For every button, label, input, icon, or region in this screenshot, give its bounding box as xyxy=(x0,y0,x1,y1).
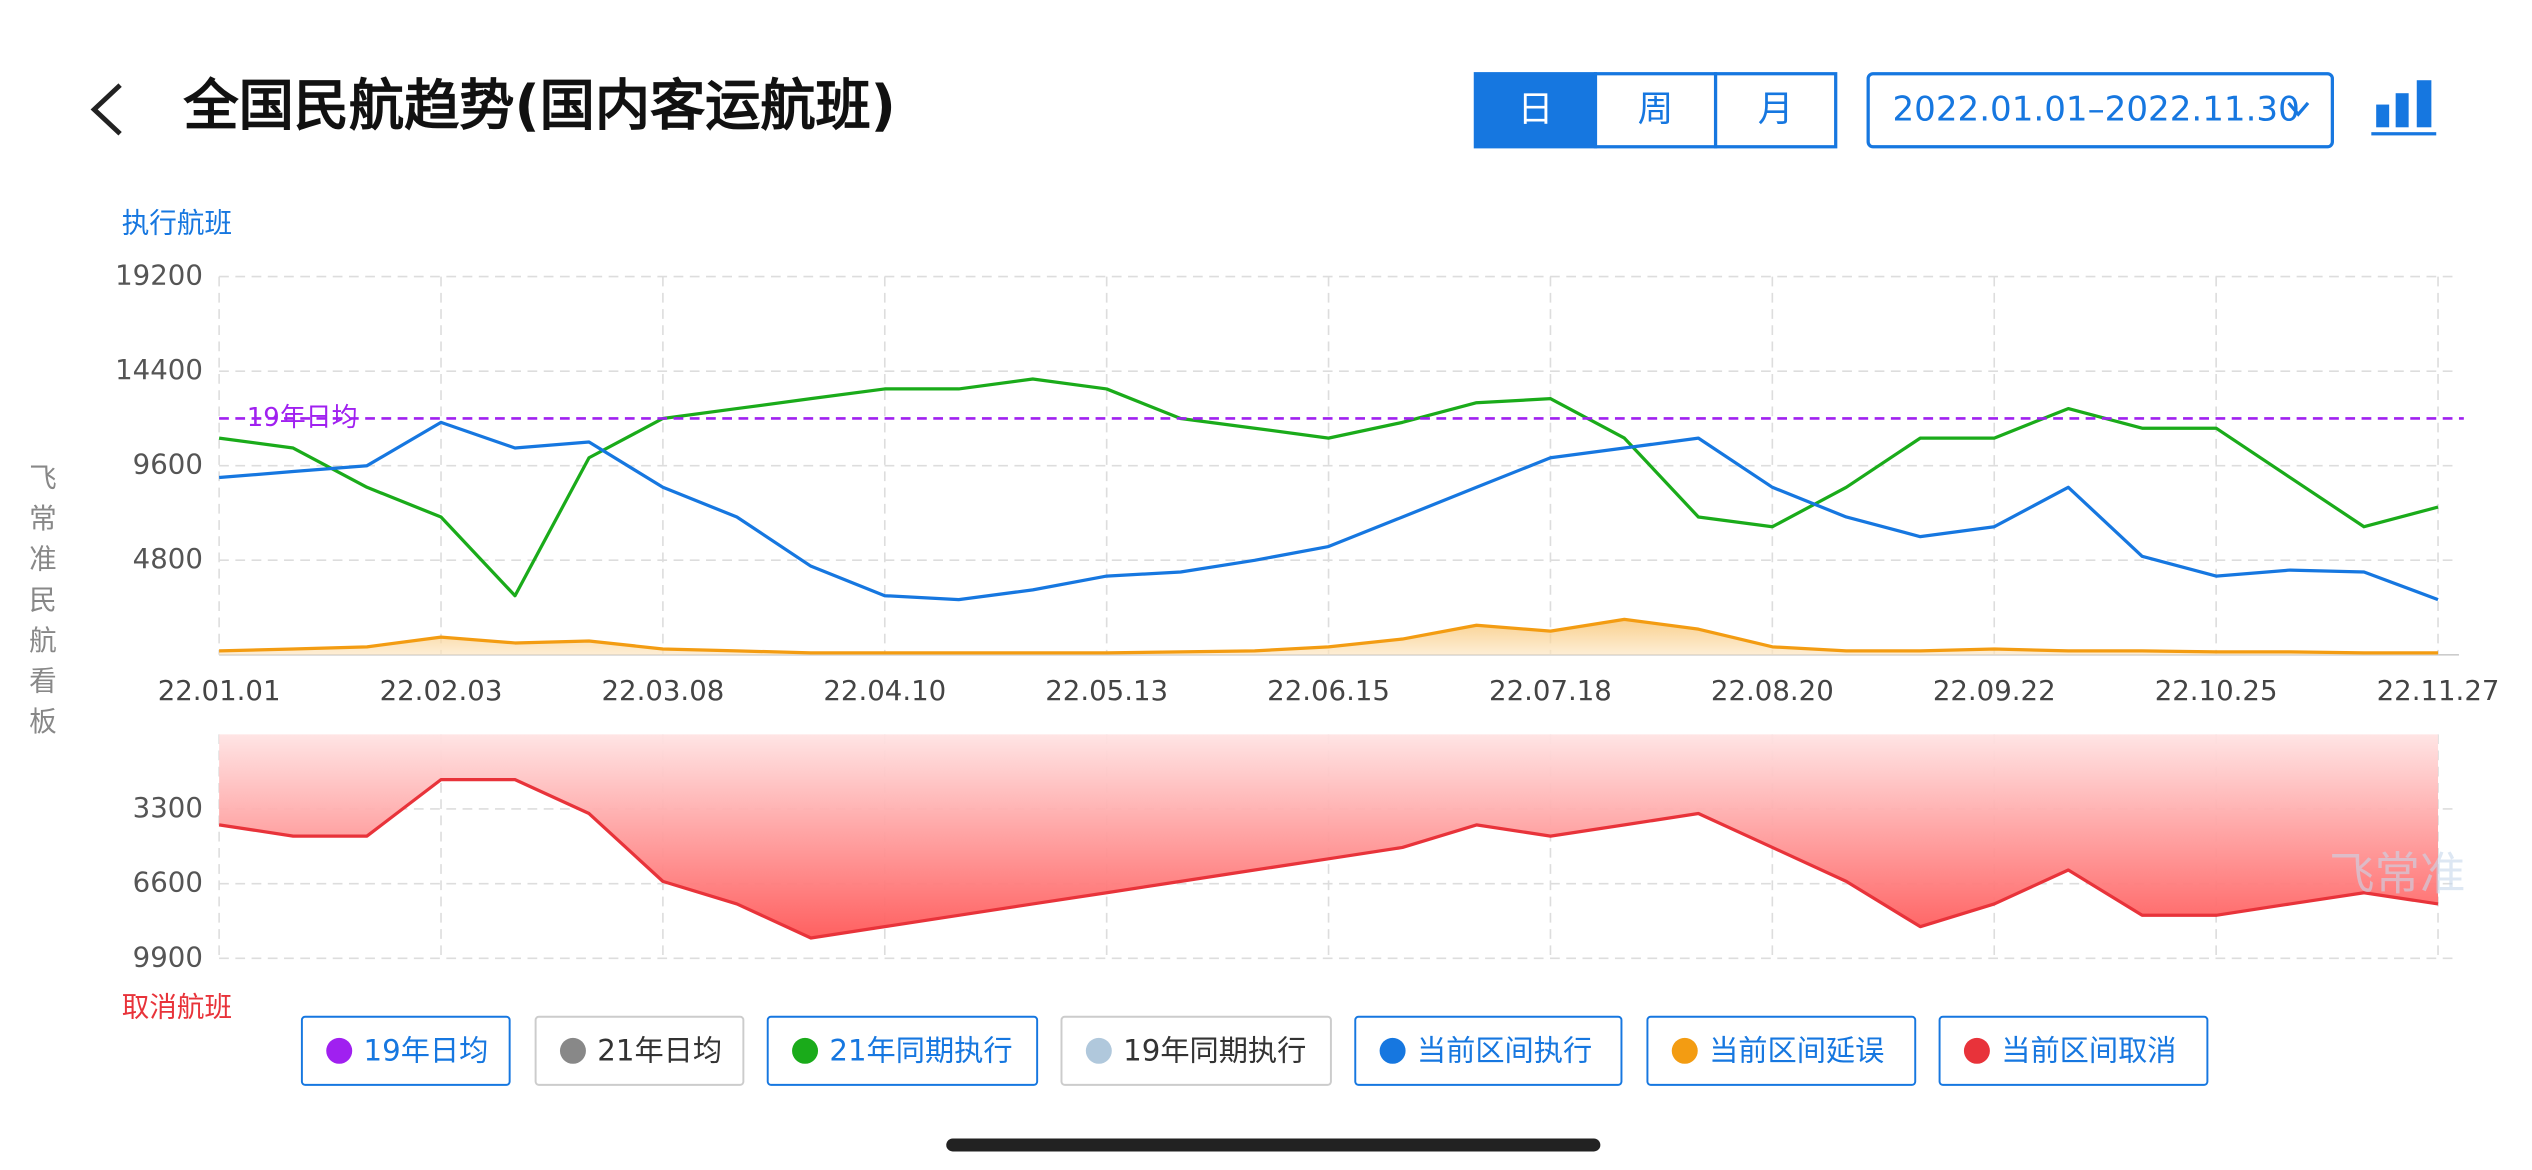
page-title: 全国民航趋势(国内客运航班) xyxy=(182,75,896,139)
x-tick-label: 22.05.13 xyxy=(1045,674,1168,707)
reference-label: 19年日均 xyxy=(247,403,358,433)
legend-marker xyxy=(559,1037,586,1064)
x-tick-label: 22.03.08 xyxy=(601,674,724,707)
legend-marker xyxy=(1963,1037,1990,1064)
date-range: 2022.01.01–2022.11.30 xyxy=(1893,90,2300,130)
y-tick-label: 9900 xyxy=(133,940,203,973)
home-indicator xyxy=(946,1138,1601,1152)
dropdown-arrow xyxy=(2287,101,2310,117)
y-axis-title: 执行航班 xyxy=(122,207,232,240)
legend-label: 21年日均 xyxy=(597,1033,722,1067)
legend-item[interactable] xyxy=(300,1015,511,1086)
x-tick-label: 22.09.22 xyxy=(1933,674,2056,707)
area xyxy=(219,734,2439,939)
icon-bar xyxy=(2395,93,2409,128)
legend-label: 19年同期执行 xyxy=(1123,1033,1306,1067)
legend-marker xyxy=(1085,1037,1112,1064)
x-tick-label: 22.06.15 xyxy=(1267,674,1390,707)
tab[interactable] xyxy=(1593,72,1718,149)
legend-item[interactable] xyxy=(1646,1015,1917,1086)
line xyxy=(219,617,2439,655)
y-tick-label: 14400 xyxy=(115,353,203,386)
y-tick-label: 6600 xyxy=(133,866,203,899)
chart-icon[interactable] xyxy=(2371,80,2437,136)
tab-label: 日 xyxy=(1518,89,1554,130)
legend-label: 当前区间取消 xyxy=(2001,1033,2176,1067)
legend-label: 21年同期执行 xyxy=(829,1033,1012,1067)
line xyxy=(218,420,2439,602)
tab[interactable] xyxy=(1713,72,1838,149)
legend-marker xyxy=(326,1037,353,1064)
x-tick-label: 22.08.20 xyxy=(1711,674,1834,707)
y-tick-label: 19200 xyxy=(115,259,203,292)
watermark: 飞常准 xyxy=(2329,848,2465,901)
legend-item[interactable] xyxy=(1354,1015,1623,1086)
legend-label: 当前区间延误 xyxy=(1709,1033,1884,1067)
icon-bar xyxy=(2416,80,2432,128)
line xyxy=(218,777,2439,940)
legend-item[interactable] xyxy=(1060,1015,1332,1086)
x-tick-label: 22.11.27 xyxy=(2377,674,2500,707)
y-axis-title: 取消航班 xyxy=(122,991,232,1024)
line xyxy=(218,377,2439,598)
x-tick-label: 22.10.25 xyxy=(2155,674,2278,707)
legend-item[interactable] xyxy=(1938,1015,2209,1086)
tab-label: 月 xyxy=(1758,89,1794,130)
back-button[interactable] xyxy=(90,83,122,136)
tab-label: 周 xyxy=(1638,89,1674,130)
x-tick-label: 22.02.03 xyxy=(380,674,503,707)
legend-marker xyxy=(1671,1037,1698,1064)
x-tick-label: 22.07.18 xyxy=(1489,674,1612,707)
x-tick-label: 22.04.10 xyxy=(823,674,946,707)
y-tick-label: 9600 xyxy=(133,448,203,481)
legend-marker xyxy=(792,1037,819,1064)
legend-item[interactable] xyxy=(534,1015,745,1086)
icon-bar xyxy=(2376,104,2390,128)
side-label: 飞常准民航看板 xyxy=(24,463,57,747)
tab[interactable] xyxy=(1473,72,1598,149)
legend-item[interactable] xyxy=(766,1015,1039,1086)
y-tick-label: 4800 xyxy=(133,542,203,575)
x-tick-label: 22.01.01 xyxy=(158,674,281,707)
legend-label: 当前区间执行 xyxy=(1417,1033,1592,1067)
y-tick-label: 3300 xyxy=(133,791,203,824)
date-range-picker[interactable] xyxy=(1866,72,2334,149)
legend-label: 19年日均 xyxy=(364,1033,489,1067)
icon-underline xyxy=(2371,132,2437,136)
legend-marker xyxy=(1379,1037,1406,1064)
